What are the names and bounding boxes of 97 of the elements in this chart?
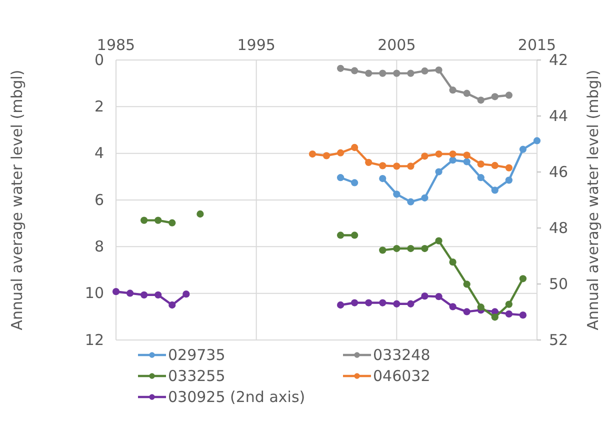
point <box>421 152 428 160</box>
x-tick-label: 1995 <box>237 36 276 54</box>
point <box>351 144 358 152</box>
y2-tick-label: 48 <box>549 218 568 237</box>
y2-tick-label: 44 <box>549 106 568 125</box>
point <box>435 150 442 158</box>
point <box>379 246 386 254</box>
point <box>449 86 456 94</box>
point <box>336 149 344 156</box>
point <box>477 160 484 168</box>
point <box>477 96 484 104</box>
point <box>322 152 330 160</box>
point <box>365 70 372 77</box>
point <box>351 179 358 186</box>
point <box>477 174 484 182</box>
point <box>407 300 414 308</box>
y-tick-label: 10 <box>84 284 104 302</box>
y-tick-label: 2 <box>94 97 104 116</box>
point <box>463 152 470 159</box>
legend-label: 033255 <box>168 367 226 385</box>
point <box>308 150 316 158</box>
y-axis-title: Annual average water level (mbgl) <box>8 70 26 330</box>
point <box>463 90 470 97</box>
point <box>449 150 456 158</box>
point <box>154 291 162 298</box>
point <box>449 156 456 164</box>
point <box>519 312 527 319</box>
point <box>365 299 372 306</box>
point <box>491 186 498 194</box>
point <box>196 210 204 218</box>
y2-tick-label: 52 <box>549 330 568 349</box>
point <box>336 301 344 309</box>
legend-label: 046032 <box>373 367 430 385</box>
point <box>435 66 442 74</box>
y2-tick-label: 46 <box>549 162 568 181</box>
point <box>154 216 162 224</box>
point <box>407 162 414 170</box>
point <box>393 300 400 308</box>
point <box>505 92 512 99</box>
point <box>379 174 386 182</box>
point <box>393 190 400 198</box>
point <box>449 303 456 310</box>
point <box>379 162 386 170</box>
point <box>491 314 498 321</box>
point <box>140 216 148 224</box>
point <box>505 176 512 184</box>
point <box>421 292 428 300</box>
point <box>407 244 414 252</box>
point <box>126 290 134 297</box>
point <box>505 310 512 318</box>
point <box>519 275 527 282</box>
point <box>435 293 442 300</box>
point <box>463 158 470 166</box>
x-tick-label: 2005 <box>378 36 416 54</box>
point <box>112 288 120 296</box>
y-tick-label: 8 <box>94 237 104 256</box>
point <box>393 70 400 77</box>
point <box>505 164 512 172</box>
point <box>168 301 176 309</box>
point <box>477 304 484 311</box>
y2-axis-title: Annual average water level (mbgl) <box>584 70 602 330</box>
legend-label: 030925 (2nd axis) <box>168 388 306 406</box>
point <box>365 158 372 166</box>
y-tick-label: 6 <box>94 190 104 209</box>
point <box>336 64 344 72</box>
point <box>182 290 190 298</box>
point <box>336 174 344 182</box>
point <box>351 299 358 306</box>
point <box>435 168 442 176</box>
point <box>393 244 400 252</box>
point <box>463 308 470 316</box>
y2-tick-label: 50 <box>549 274 568 293</box>
point <box>533 137 541 144</box>
legend-label: 029735 <box>168 346 226 364</box>
point <box>421 194 428 202</box>
y-tick-label: 12 <box>84 330 104 349</box>
point <box>351 232 358 239</box>
point <box>449 258 456 266</box>
point <box>505 300 512 308</box>
point <box>393 162 400 170</box>
point <box>336 232 344 239</box>
point <box>421 244 428 252</box>
point <box>463 280 470 288</box>
point <box>491 93 498 100</box>
point <box>407 198 414 206</box>
point <box>407 70 414 77</box>
point <box>351 67 358 74</box>
point <box>140 291 148 298</box>
point <box>168 219 176 226</box>
point <box>519 146 527 153</box>
point <box>435 237 442 244</box>
point <box>379 299 386 306</box>
point <box>491 162 498 170</box>
point <box>379 70 386 77</box>
y-tick-label: 4 <box>94 144 104 162</box>
legend-label: 033248 <box>373 346 430 364</box>
point <box>421 67 428 75</box>
